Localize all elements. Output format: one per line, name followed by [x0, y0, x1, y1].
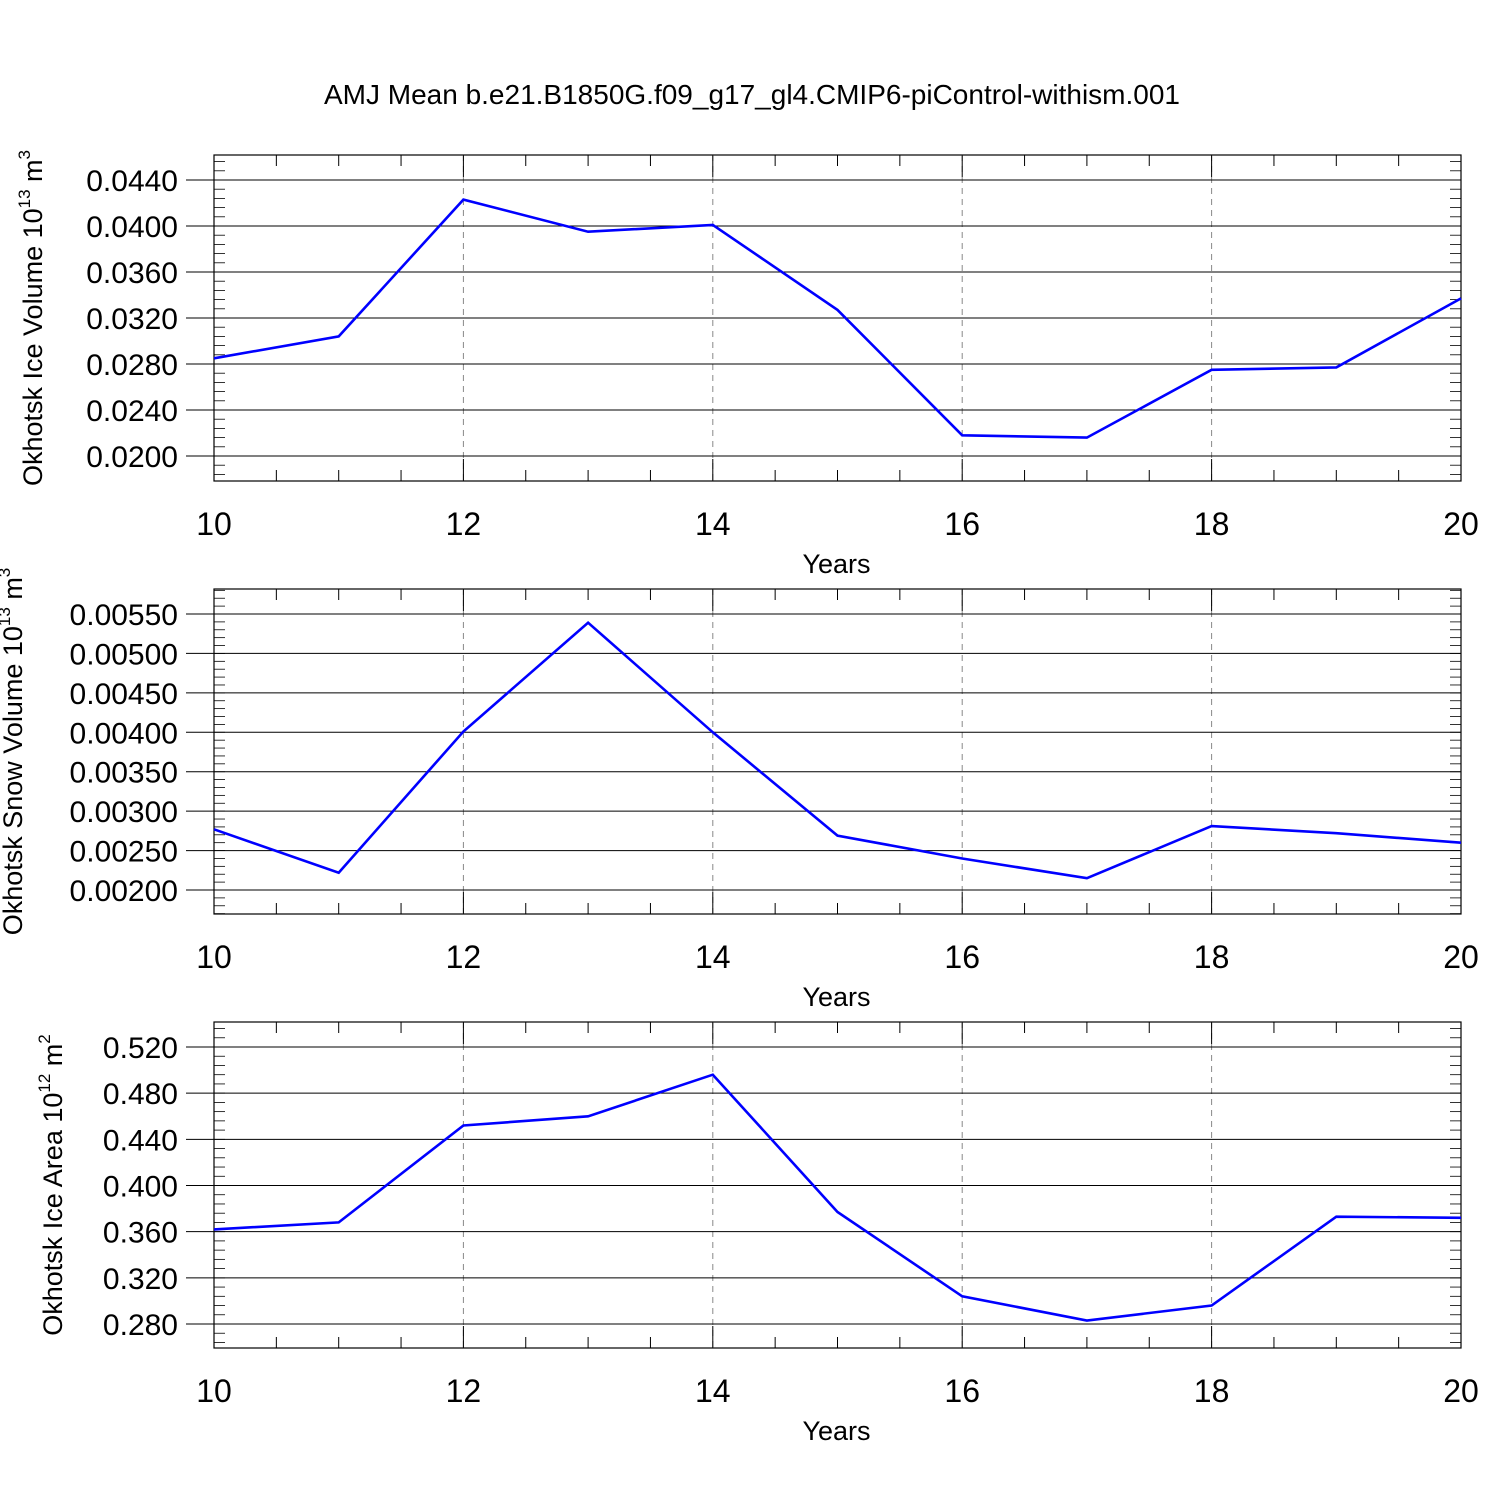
x-axis-title: Years: [802, 549, 870, 579]
y-tick-label: 0.0280: [86, 349, 178, 382]
y-tick-label: 0.480: [103, 1078, 178, 1111]
series-line: [213, 198, 1462, 439]
x-axis-title: Years: [802, 982, 870, 1012]
y-tick-label: 0.00500: [70, 638, 178, 671]
y-tick-label: 0.280: [103, 1309, 178, 1342]
y-tick-label: 0.520: [103, 1032, 178, 1065]
plot-frame: [213, 588, 1462, 915]
y-axis-title: Okhotsk Ice Volume 1013 m3: [15, 150, 48, 486]
y-tick-label: 0.400: [103, 1171, 178, 1204]
y-tick-label: 0.00400: [70, 717, 178, 750]
x-tick-label: 14: [695, 939, 731, 975]
x-tick-label: 18: [1194, 1373, 1230, 1409]
x-tick-label: 10: [196, 939, 232, 975]
series-line: [213, 1073, 1462, 1322]
panel-2: 0.00200 0.00250 0.00300 0.00350 0.00400 0.004…: [0, 568, 1479, 1012]
x-tick-label: 12: [446, 1373, 482, 1409]
x-tick-label: 12: [446, 939, 482, 975]
y-tick-label: 0.0200: [86, 441, 178, 474]
y-tick-label: 0.00550: [70, 599, 178, 632]
y-tick-label: 0.0400: [86, 211, 178, 244]
x-tick-label: 14: [695, 1373, 731, 1409]
y-tick-label: 0.00250: [70, 836, 178, 869]
x-tick-label: 10: [196, 1373, 232, 1409]
chart-title: AMJ Mean b.e21.B1850G.f09_g17_gl4.CMIP6-…: [324, 79, 1180, 110]
x-tick-label: 16: [944, 506, 980, 542]
x-tick-label: 16: [944, 1373, 980, 1409]
y-tick-label: 0.440: [103, 1124, 178, 1157]
series-line: [213, 620, 1462, 880]
y-tick-label: 0.00450: [70, 678, 178, 711]
x-tick-label: 16: [944, 939, 980, 975]
chart-panels: 0.0200 0.0240 0.0280 0.0320 0.0360 0.0400 0.04…: [0, 150, 1479, 1446]
y-tick-label: 0.0360: [86, 257, 178, 290]
x-tick-label: 10: [196, 506, 232, 542]
y-axis-title: Okhotsk Ice Area 1012 m2: [35, 1034, 68, 1336]
y-tick-label: 0.320: [103, 1263, 178, 1296]
x-tick-label: 20: [1443, 506, 1479, 542]
y-tick-label: 0.0320: [86, 303, 178, 336]
y-axis-title: Okhotsk Snow Volume 1013 m3: [0, 568, 28, 936]
x-tick-label: 14: [695, 506, 731, 542]
x-tick-label: 12: [446, 506, 482, 542]
x-axis-title: Years: [802, 1416, 870, 1446]
x-tick-label: 20: [1443, 1373, 1479, 1409]
panel-1: 0.0200 0.0240 0.0280 0.0320 0.0360 0.0400 0.04…: [15, 150, 1479, 579]
x-tick-label: 18: [1194, 506, 1230, 542]
panel-3: 0.280 0.320 0.360 0.400 0.440 0.480 0.520 10 12 1…: [35, 1021, 1479, 1446]
x-tick-label: 20: [1443, 939, 1479, 975]
y-tick-label: 0.00350: [70, 757, 178, 790]
y-tick-label: 0.360: [103, 1217, 178, 1250]
y-tick-label: 0.00300: [70, 796, 178, 829]
x-tick-label: 18: [1194, 939, 1230, 975]
y-tick-label: 0.0440: [86, 165, 178, 198]
y-tick-label: 0.00200: [70, 875, 178, 908]
y-tick-label: 0.0240: [86, 395, 178, 428]
